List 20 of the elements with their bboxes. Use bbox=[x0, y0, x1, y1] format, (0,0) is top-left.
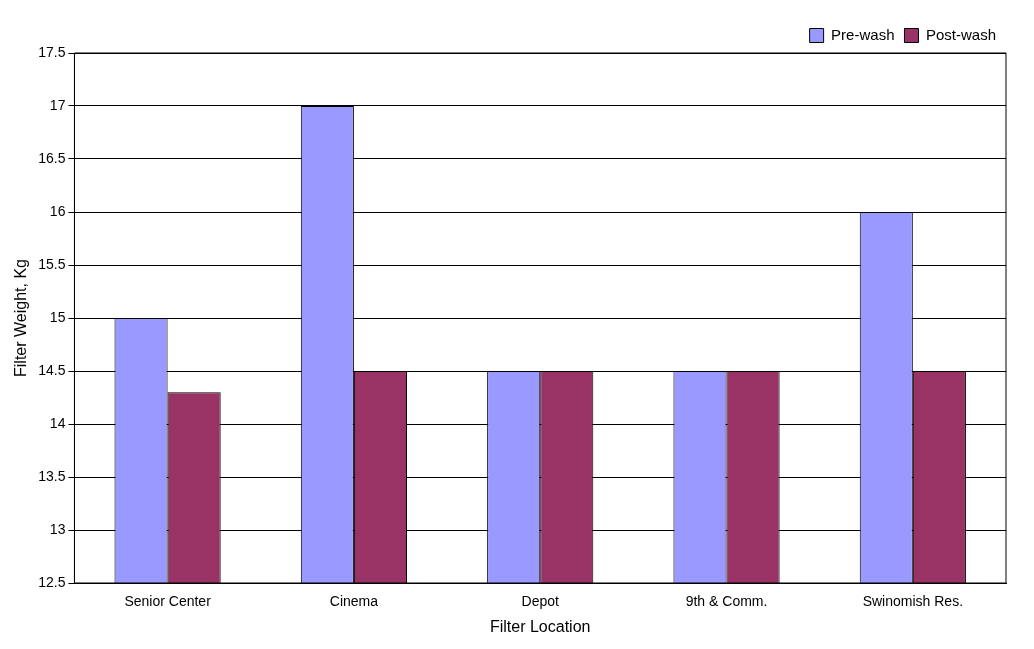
legend-label: Pre-wash bbox=[831, 25, 895, 43]
y-tick-label: 16.5 bbox=[38, 149, 66, 166]
x-tick-label: 9th & Comm. bbox=[685, 593, 768, 610]
x-tick-label: Swinomish Res. bbox=[862, 593, 964, 610]
x-tick-label: Depot bbox=[521, 593, 560, 610]
y-axis-title: Filter Weight, Kg bbox=[12, 259, 30, 377]
y-tick-label: 13 bbox=[49, 520, 66, 537]
y-tick-label: 17 bbox=[49, 96, 66, 113]
x-axis-title: Filter Location bbox=[489, 617, 591, 635]
y-tick-label: 12.5 bbox=[38, 573, 66, 590]
y-tick-label: 14.5 bbox=[38, 361, 66, 378]
y-tick-label: 15 bbox=[49, 308, 66, 325]
legend-label: Post-wash bbox=[925, 25, 996, 43]
x-tick-label: Senior Center bbox=[124, 593, 212, 610]
y-tick-label: 15.5 bbox=[38, 255, 66, 272]
y-tick-label: 14 bbox=[49, 414, 66, 431]
x-tick-label: Cinema bbox=[329, 593, 379, 610]
y-tick-label: 17.5 bbox=[38, 43, 66, 60]
y-tick-label: 16 bbox=[49, 202, 66, 219]
y-tick-label: 13.5 bbox=[38, 467, 66, 484]
